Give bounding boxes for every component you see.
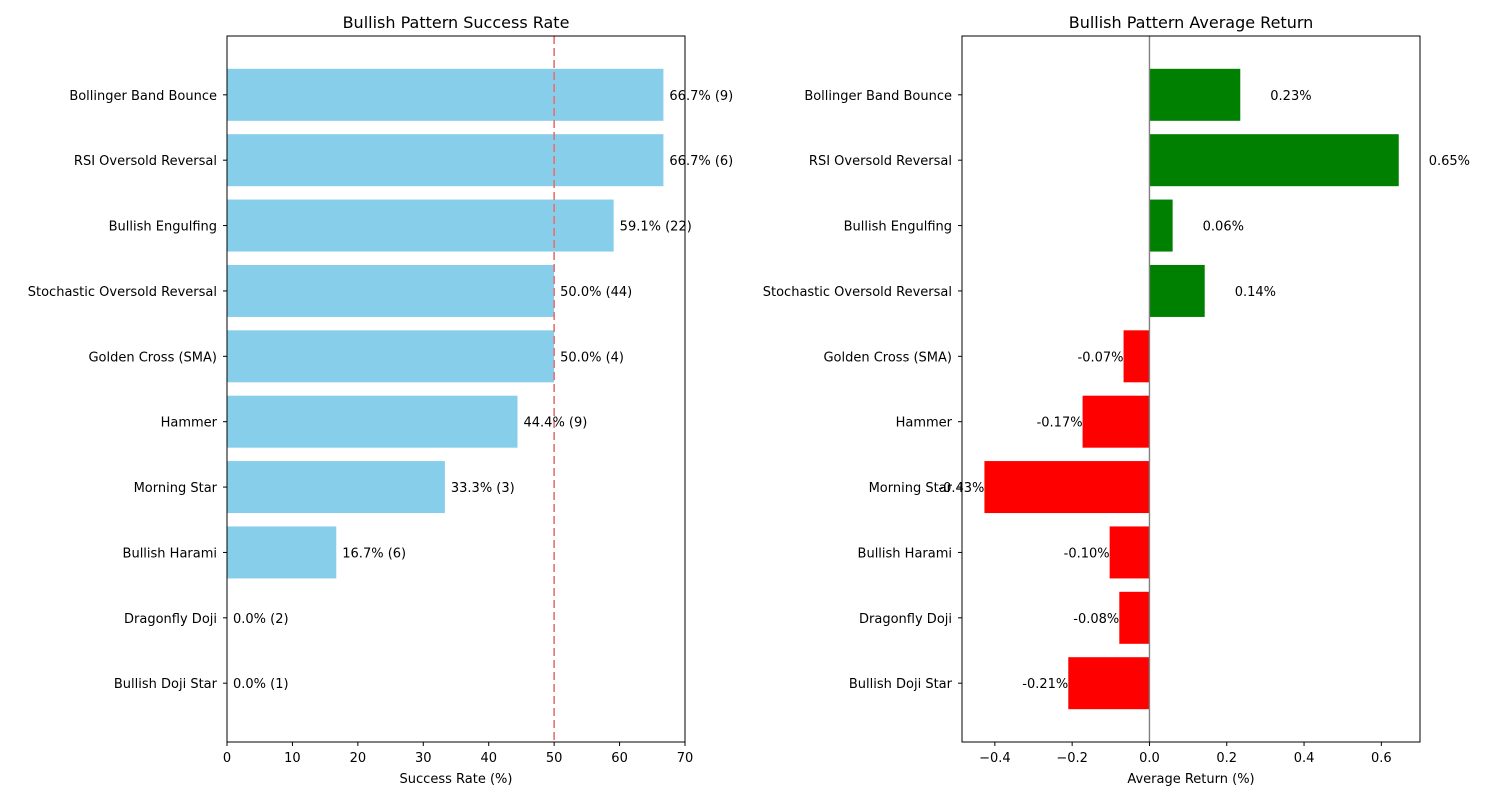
average-return-y-tick-label: RSI Oversold Reversal <box>809 154 952 169</box>
average-return-bar <box>1123 330 1150 383</box>
success-rate-y-tick-label: Morning Star <box>134 481 218 496</box>
average-return-data-label: -0.08% <box>1073 612 1119 627</box>
success-rate-data-label: 59.1% (22) <box>620 220 692 235</box>
average-return-data-label: -0.21% <box>1022 677 1068 692</box>
average-return-bar <box>1149 264 1205 317</box>
average-return-y-tick-label: Stochastic Oversold Reversal <box>763 285 952 300</box>
success-rate-x-tick-label: 20 <box>350 751 367 766</box>
average-return-bar <box>1149 199 1173 252</box>
success-rate-data-label: 50.0% (4) <box>560 350 624 365</box>
success-rate-bar <box>227 526 337 579</box>
success-rate-data-label: 66.7% (9) <box>669 89 733 104</box>
success-rate-x-tick-label: 40 <box>480 751 497 766</box>
average-return-data-label: -0.17% <box>1037 416 1083 431</box>
average-return-x-tick-label: −0.2 <box>1056 751 1088 766</box>
average-return-y-tick-label: Morning Star <box>869 481 953 496</box>
success-rate-y-tick-label: Bullish Doji Star <box>114 677 218 692</box>
average-return-data-label: 0.14% <box>1235 285 1276 300</box>
average-return-chart-title: Bullish Pattern Average Return <box>1069 13 1314 32</box>
average-return-y-tick-label: Golden Cross (SMA) <box>823 350 952 365</box>
average-return-y-tick-label: Bullish Harami <box>858 546 952 561</box>
success-rate-chart: Bullish Pattern Success Rate Bollinger B… <box>28 13 734 787</box>
success-rate-y-tick-label: Bullish Engulfing <box>109 220 217 235</box>
average-return-y-tick-label: Bullish Doji Star <box>849 677 953 692</box>
average-return-data-label: 0.65% <box>1429 154 1470 169</box>
average-return-x-axis-label: Average Return (%) <box>1127 772 1254 787</box>
average-return-bar <box>1109 526 1150 579</box>
success-rate-y-tick-label: Dragonfly Doji <box>124 612 217 627</box>
success-rate-x-tick-label: 50 <box>546 751 563 766</box>
average-return-x-tick-label: −0.4 <box>979 751 1011 766</box>
average-return-x-tick-label: 0.2 <box>1216 751 1237 766</box>
average-return-x-tick-label: 0.0 <box>1139 751 1160 766</box>
success-rate-bar <box>227 199 614 252</box>
success-rate-bar <box>227 330 555 383</box>
success-rate-bar <box>227 395 518 448</box>
success-rate-y-tick-label: Bullish Harami <box>123 546 217 561</box>
average-return-bar <box>1068 657 1150 710</box>
success-rate-data-label: 0.0% (1) <box>233 677 289 692</box>
average-return-chart: Bullish Pattern Average Return Bollinger… <box>763 13 1470 787</box>
success-rate-data-label: 16.7% (6) <box>342 546 406 561</box>
average-return-data-label: 0.23% <box>1270 89 1311 104</box>
average-return-data-label: -0.43% <box>938 481 984 496</box>
success-rate-y-tick-label: Bollinger Band Bounce <box>69 89 217 104</box>
success-rate-data-label: 50.0% (44) <box>560 285 632 300</box>
average-return-y-tick-label: Hammer <box>896 416 953 431</box>
average-return-bar <box>1082 395 1150 448</box>
success-rate-data-label: 0.0% (2) <box>233 612 289 627</box>
success-rate-bar <box>227 461 445 514</box>
average-return-data-label: -0.07% <box>1078 350 1124 365</box>
average-return-y-tick-label: Dragonfly Doji <box>859 612 952 627</box>
average-return-data-label: -0.10% <box>1064 546 1110 561</box>
success-rate-data-label: 33.3% (3) <box>451 481 515 496</box>
success-rate-x-tick-label: 30 <box>415 751 432 766</box>
average-return-plot-frame <box>961 35 1421 743</box>
success-rate-bar <box>227 134 664 187</box>
success-rate-x-tick-label: 10 <box>284 751 301 766</box>
average-return-y-tick-label: Bollinger Band Bounce <box>804 89 952 104</box>
success-rate-x-tick-label: 0 <box>223 751 231 766</box>
average-return-y-tick-label: Bullish Engulfing <box>844 220 952 235</box>
average-return-bar <box>1119 591 1150 644</box>
success-rate-y-tick-label: Golden Cross (SMA) <box>88 350 217 365</box>
average-return-data-label: 0.06% <box>1203 220 1244 235</box>
average-return-bar <box>1149 134 1399 187</box>
success-rate-x-axis-label: Success Rate (%) <box>400 772 513 787</box>
average-return-bar <box>1149 68 1241 121</box>
success-rate-x-tick-label: 70 <box>677 751 694 766</box>
success-rate-bar <box>227 68 664 121</box>
average-return-x-tick-label: 0.6 <box>1371 751 1392 766</box>
average-return-x-tick-label: 0.4 <box>1294 751 1315 766</box>
success-rate-x-tick-label: 60 <box>611 751 628 766</box>
average-return-bar <box>984 461 1150 514</box>
success-rate-plot-frame <box>226 35 686 743</box>
success-rate-data-label: 66.7% (6) <box>669 154 733 169</box>
success-rate-bar <box>227 264 555 317</box>
success-rate-y-tick-label: RSI Oversold Reversal <box>74 154 217 169</box>
success-rate-y-tick-label: Stochastic Oversold Reversal <box>28 285 217 300</box>
success-rate-y-tick-label: Hammer <box>161 416 218 431</box>
success-rate-data-label: 44.4% (9) <box>524 416 588 431</box>
success-rate-chart-title: Bullish Pattern Success Rate <box>343 13 570 32</box>
